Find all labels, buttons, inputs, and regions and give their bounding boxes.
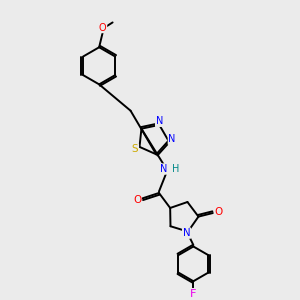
Text: S: S (132, 144, 138, 154)
Text: N: N (183, 228, 190, 238)
Text: O: O (215, 207, 223, 218)
Text: F: F (190, 289, 196, 299)
Text: H: H (172, 164, 179, 174)
Text: N: N (156, 116, 163, 126)
Text: N: N (160, 164, 168, 174)
Text: O: O (133, 194, 141, 205)
Text: N: N (168, 134, 176, 144)
Text: O: O (99, 22, 106, 32)
